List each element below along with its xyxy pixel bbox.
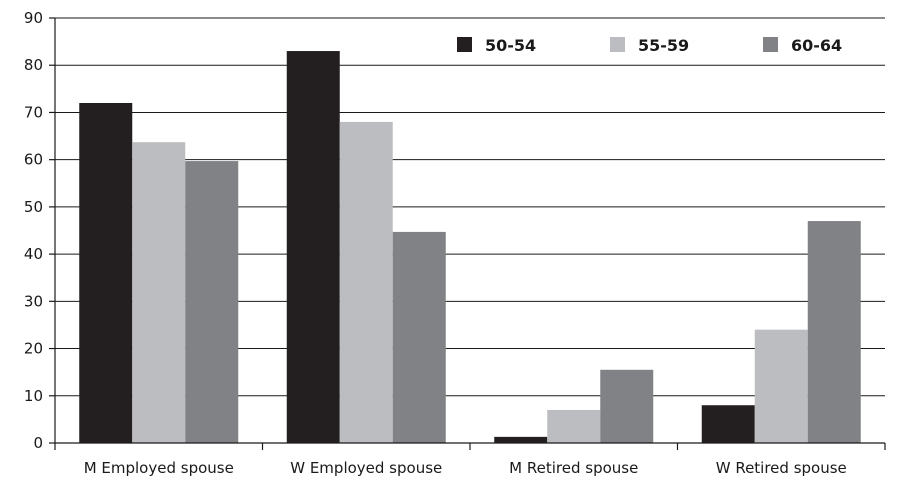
bar-50-54-w-retired-spouse <box>701 405 755 443</box>
y-tick-label: 70 <box>24 103 43 121</box>
legend-swatch-55-59 <box>610 37 625 52</box>
x-category-label: W Employed spouse <box>290 459 442 477</box>
legend-swatch-60-64 <box>763 37 778 52</box>
y-tick-label: 60 <box>24 151 43 169</box>
x-category-label: W Retired spouse <box>716 459 847 477</box>
bar-50-54-m-employed-spouse <box>79 103 133 443</box>
bar-55-59-m-retired-spouse <box>547 409 601 443</box>
bar-60-64-w-employed-spouse <box>392 231 446 443</box>
y-tick-label: 90 <box>24 9 43 27</box>
bar-60-64-m-retired-spouse <box>600 369 654 443</box>
y-tick-label: 40 <box>24 245 43 263</box>
bar-60-64-m-employed-spouse <box>185 161 239 444</box>
legend-swatch-50-54 <box>457 37 472 52</box>
bar-50-54-m-retired-spouse <box>494 436 548 443</box>
x-axis-categories: M Employed spouse W Employed spouse M Reti… <box>54 443 886 477</box>
y-tick-label: 30 <box>24 292 43 310</box>
x-category-label: M Retired spouse <box>509 459 638 477</box>
y-tick-label: 50 <box>24 198 43 216</box>
bar-50-54-w-employed-spouse <box>286 51 340 444</box>
y-axis-ticks: 0 10 20 30 40 50 60 70 80 90 <box>24 9 55 452</box>
y-tick-label: 80 <box>24 56 43 74</box>
bars <box>79 51 861 444</box>
legend: 50-54 55-59 60-64 <box>457 36 842 55</box>
legend-label-60-64: 60-64 <box>791 36 842 55</box>
x-category-label: M Employed spouse <box>84 459 234 477</box>
y-tick-label: 0 <box>33 434 43 452</box>
y-tick-label: 20 <box>24 340 43 358</box>
legend-label-50-54: 50-54 <box>485 36 536 55</box>
bar-55-59-w-employed-spouse <box>339 121 393 443</box>
bar-60-64-w-retired-spouse <box>807 221 861 443</box>
legend-label-55-59: 55-59 <box>638 36 689 55</box>
bar-55-59-w-retired-spouse <box>754 329 808 443</box>
bar-55-59-m-employed-spouse <box>132 142 186 443</box>
y-tick-label: 10 <box>24 387 43 405</box>
